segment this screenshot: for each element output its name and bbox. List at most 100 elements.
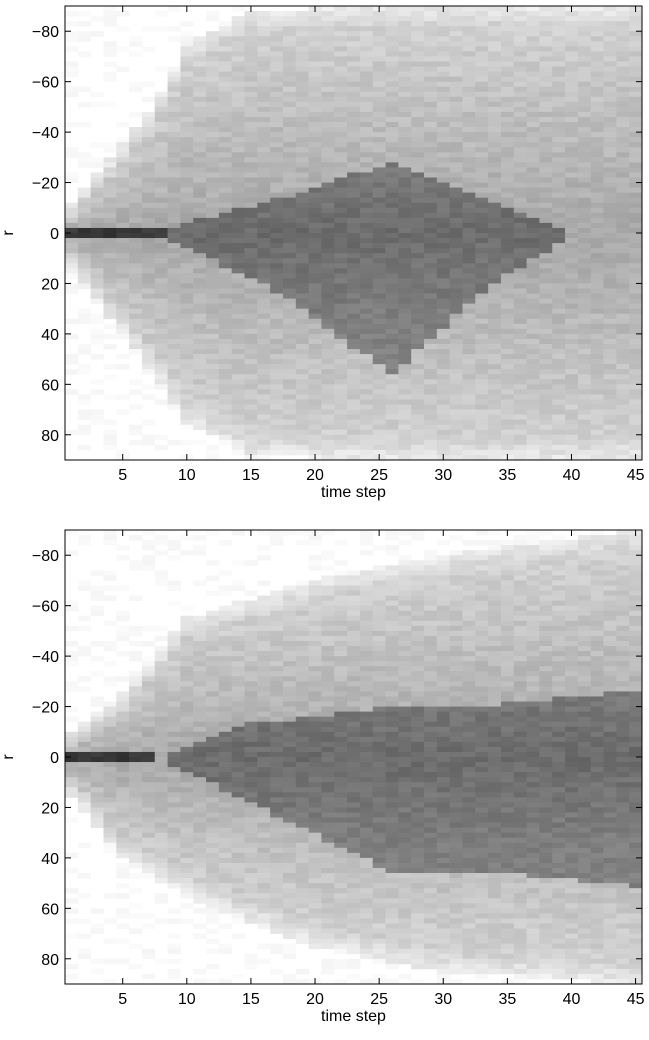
heatmap-cell xyxy=(577,278,592,284)
heatmap-cell xyxy=(167,116,181,123)
heatmap-cell xyxy=(424,46,438,52)
heatmap-cell xyxy=(308,938,322,945)
heatmap-cell xyxy=(462,233,476,239)
heatmap-cell xyxy=(295,595,310,602)
heatmap-cell xyxy=(565,177,579,183)
heatmap-cell xyxy=(206,253,220,259)
heatmap-cell xyxy=(90,207,104,214)
heatmap-cell xyxy=(424,288,438,294)
heatmap-cell xyxy=(270,379,284,385)
heatmap-cell xyxy=(231,757,245,763)
heatmap-cell xyxy=(565,127,579,133)
heatmap-cell xyxy=(308,540,322,546)
heatmap-cell xyxy=(231,182,245,188)
heatmap-cell xyxy=(539,394,553,400)
heatmap-cell xyxy=(65,852,79,859)
heatmap-cell xyxy=(411,91,425,98)
heatmap-cell xyxy=(116,832,130,839)
heatmap-cell xyxy=(154,580,168,586)
heatmap-cell xyxy=(488,419,502,426)
heatmap-cell xyxy=(231,560,245,566)
heatmap-cell xyxy=(308,862,322,869)
heatmap-cell xyxy=(500,182,515,188)
heatmap-cell xyxy=(141,127,156,133)
heatmap-cell xyxy=(77,227,92,234)
heatmap-cell xyxy=(308,913,322,919)
heatmap-cell xyxy=(411,76,425,83)
heatmap-cell xyxy=(103,721,117,728)
heatmap-cell xyxy=(206,318,220,325)
heatmap-cell xyxy=(65,736,79,743)
heatmap-cell xyxy=(180,635,194,642)
heatmap-cell xyxy=(77,217,92,224)
heatmap-cell xyxy=(218,278,233,284)
heatmap-cell xyxy=(436,81,451,88)
heatmap-cell xyxy=(116,610,130,617)
heatmap-cell xyxy=(193,202,207,209)
heatmap-cell xyxy=(193,777,207,783)
heatmap-cell xyxy=(218,625,233,632)
heatmap-cell xyxy=(398,106,412,113)
heatmap-cell xyxy=(321,273,335,279)
heatmap-cell xyxy=(270,404,284,410)
heatmap-cell xyxy=(308,691,322,697)
heatmap-cell xyxy=(436,127,451,133)
heatmap-cell xyxy=(449,41,463,47)
heatmap-cell xyxy=(282,439,297,446)
heatmap-cell xyxy=(180,127,194,133)
heatmap-cell xyxy=(347,36,361,42)
heatmap-cell xyxy=(193,293,207,299)
heatmap-cell xyxy=(244,827,258,834)
heatmap-cell xyxy=(500,419,515,426)
heatmap-cell xyxy=(231,323,245,330)
heatmap-cell xyxy=(141,837,156,844)
heatmap-cell xyxy=(577,303,592,310)
heatmap-cell xyxy=(218,842,233,849)
heatmap-cell xyxy=(244,328,258,335)
heatmap-cell xyxy=(77,162,92,168)
heatmap-cell xyxy=(231,308,245,315)
heatmap-cell xyxy=(270,913,284,919)
heatmap-cell xyxy=(398,434,412,441)
heatmap-cell xyxy=(513,111,527,118)
heatmap-cell xyxy=(321,162,335,168)
heatmap-cell xyxy=(231,404,245,410)
heatmap-cell xyxy=(411,434,425,441)
heatmap-cell xyxy=(206,424,220,431)
heatmap-cell xyxy=(295,762,310,768)
heatmap-cell xyxy=(231,878,245,884)
heatmap-cell xyxy=(616,76,630,83)
heatmap-cell xyxy=(270,16,284,22)
heatmap-cell xyxy=(475,308,489,315)
heatmap-cell xyxy=(218,343,233,350)
heatmap-cell xyxy=(141,217,156,224)
heatmap-cell xyxy=(65,963,79,970)
heatmap-cell xyxy=(193,222,207,229)
heatmap-cell xyxy=(334,217,348,224)
heatmap-cell xyxy=(629,212,643,219)
heatmap-cell xyxy=(526,31,540,37)
heatmap-cell xyxy=(129,852,143,859)
heatmap-cell xyxy=(218,711,233,718)
x-axis-label: time step xyxy=(321,484,386,501)
heatmap-cell xyxy=(552,303,566,310)
heatmap-cell xyxy=(500,434,515,441)
heatmap-cell xyxy=(295,681,310,687)
heatmap-cell xyxy=(500,333,515,340)
heatmap-cell xyxy=(218,359,233,365)
heatmap-cell xyxy=(270,746,284,753)
heatmap-cell xyxy=(167,807,181,813)
heatmap-cell xyxy=(295,751,310,758)
heatmap-cell xyxy=(231,716,245,723)
heatmap-cell xyxy=(231,26,245,32)
heatmap-cell xyxy=(552,384,566,390)
heatmap-cell xyxy=(424,414,438,421)
heatmap-cell xyxy=(398,76,412,83)
heatmap-cell xyxy=(629,217,643,224)
heatmap-cell xyxy=(295,212,310,219)
heatmap-cell xyxy=(295,288,310,294)
heatmap-cell xyxy=(449,384,463,390)
heatmap-cell xyxy=(218,162,233,168)
heatmap-cell xyxy=(424,122,438,128)
heatmap-cell xyxy=(488,81,502,88)
